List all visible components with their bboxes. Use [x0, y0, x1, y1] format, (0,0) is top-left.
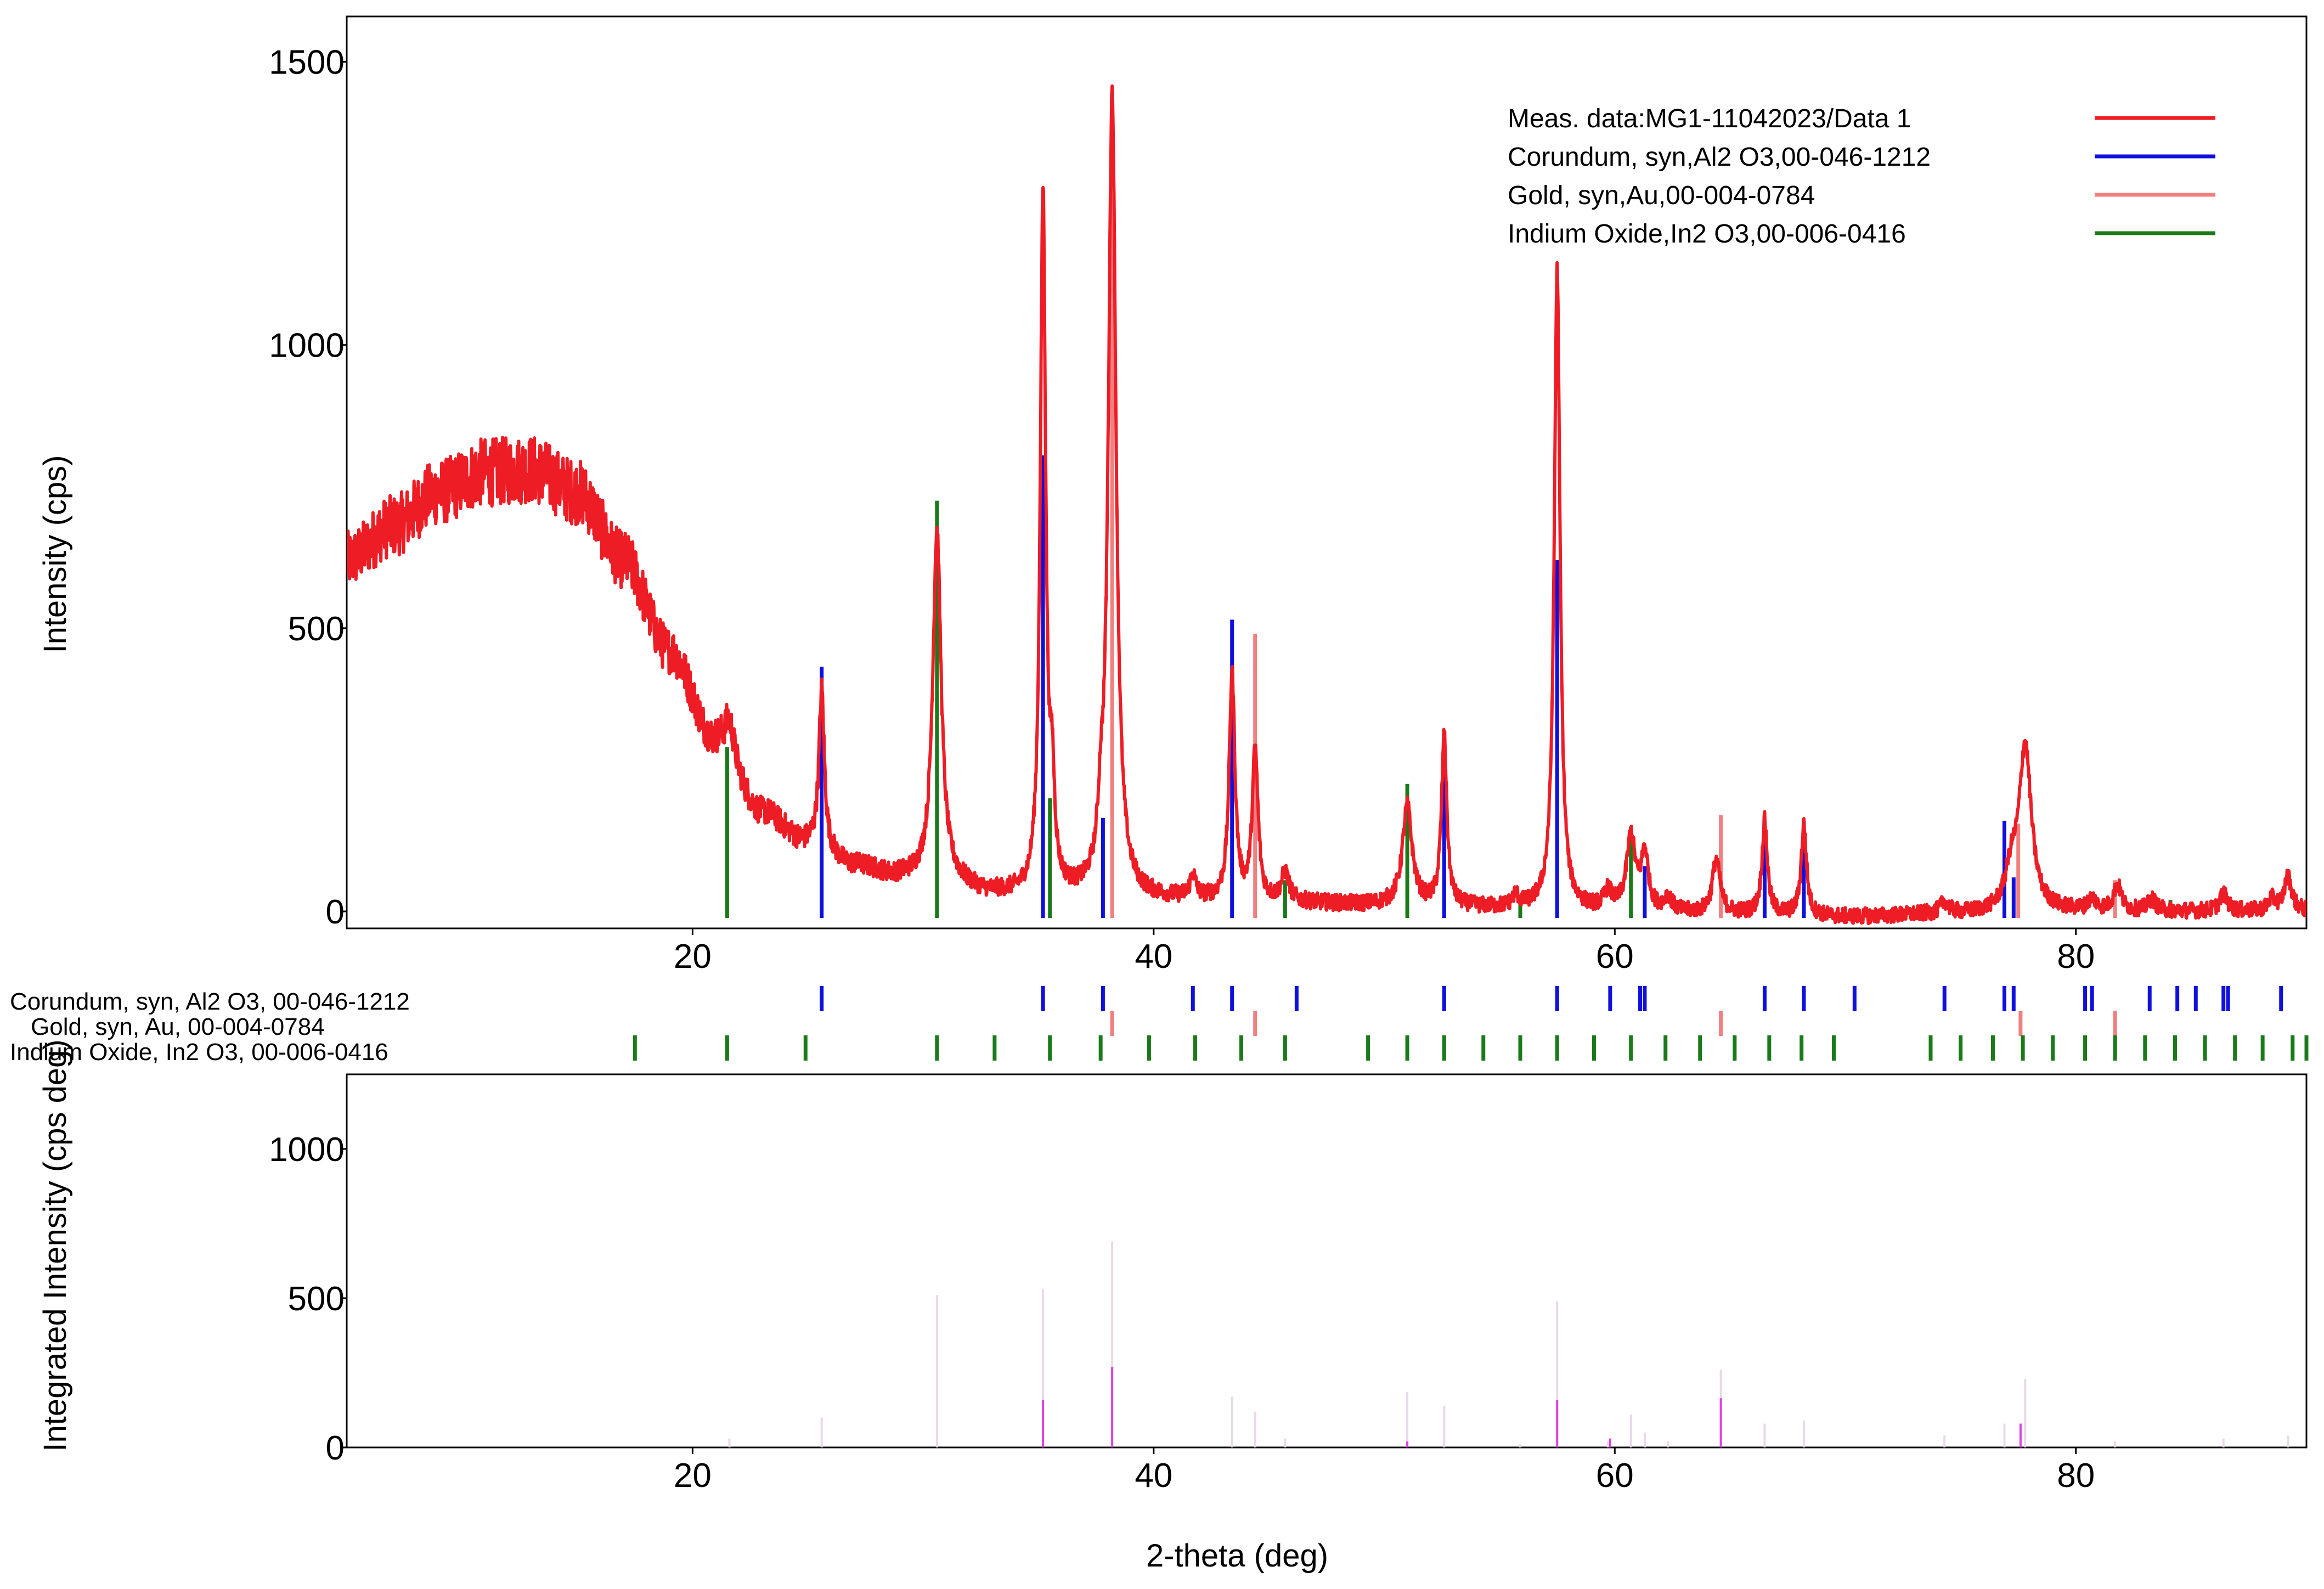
- integrated-y-tick-label: 1000: [269, 1131, 345, 1169]
- phase-panel: Corundum, syn, Al2 O3, 00-046-1212 Gold,…: [10, 986, 2309, 1066]
- integrated-y-tick-label: 0: [326, 1429, 345, 1467]
- main-x-tick-label: 60: [1596, 938, 1634, 976]
- main-y-tick-label: 1000: [269, 327, 345, 365]
- integrated-bars-group: [728, 1241, 2289, 1447]
- main-x-tick-label: 40: [1135, 938, 1172, 976]
- main-plot-frame: [346, 15, 2308, 929]
- legend-label-indium-oxide: Indium Oxide,In2 O3,00-006-0416: [1508, 219, 1906, 249]
- integrated-y-tick-label: 500: [288, 1280, 345, 1318]
- integrated-y-axis-label: Integrated Intensity (cps deg): [37, 1039, 73, 1451]
- legend-label-measured: Meas. data:MG1-11042023/Data 1: [1508, 104, 1911, 133]
- main-panel: 0 500 1000 1500 20 40 60 80 Intensity (cps): [37, 15, 2308, 976]
- legend-label-gold: Gold, syn,Au,00-004-0784: [1508, 181, 1815, 210]
- phase-label-indium-oxide: Indium Oxide, In2 O3, 00-006-0416: [10, 1039, 388, 1066]
- phase-label-gold: Gold, syn, Au, 00-004-0784: [31, 1013, 325, 1040]
- main-y-axis-label: Intensity (cps): [37, 455, 73, 653]
- reference-sticks-group: [725, 152, 2173, 919]
- main-y-tick-label: 0: [326, 893, 345, 931]
- measured-series-group: [347, 84, 2306, 926]
- integrated-plot-frame: [346, 1073, 2308, 1449]
- legend-label-corundum: Corundum, syn,Al2 O3,00-046-1212: [1508, 143, 1931, 172]
- measured-pattern-line: [347, 84, 2306, 926]
- integrated-x-ticks: 20 40 60 80: [674, 1447, 2095, 1495]
- integrated-panel: 0 500 1000 20 40 60 80 Integrated Intensity (…: [37, 1039, 2308, 1495]
- main-y-tick-label: 500: [288, 610, 345, 648]
- main-x-ticks: 20 40 60 80: [674, 928, 2095, 976]
- x-axis-label: 2-theta (deg): [1146, 1538, 1328, 1574]
- integrated-x-tick-label: 80: [2057, 1457, 2095, 1495]
- integrated-y-ticks: 0 500 1000: [269, 1131, 347, 1467]
- main-x-tick-label: 20: [674, 938, 712, 976]
- main-y-tick-label: 1500: [269, 44, 345, 82]
- main-y-ticks: 0 500 1000 1500: [269, 44, 347, 931]
- integrated-x-tick-label: 60: [1596, 1457, 1634, 1495]
- phase-sticks-group: [633, 986, 2309, 1061]
- main-x-tick-label: 80: [2057, 938, 2095, 976]
- legend: Meas. data:MG1-11042023/Data 1 Corundum,…: [1508, 104, 2215, 249]
- integrated-x-tick-label: 40: [1135, 1457, 1172, 1495]
- phase-label-corundum: Corundum, syn, Al2 O3, 00-046-1212: [10, 988, 410, 1015]
- integrated-x-tick-label: 20: [674, 1457, 712, 1495]
